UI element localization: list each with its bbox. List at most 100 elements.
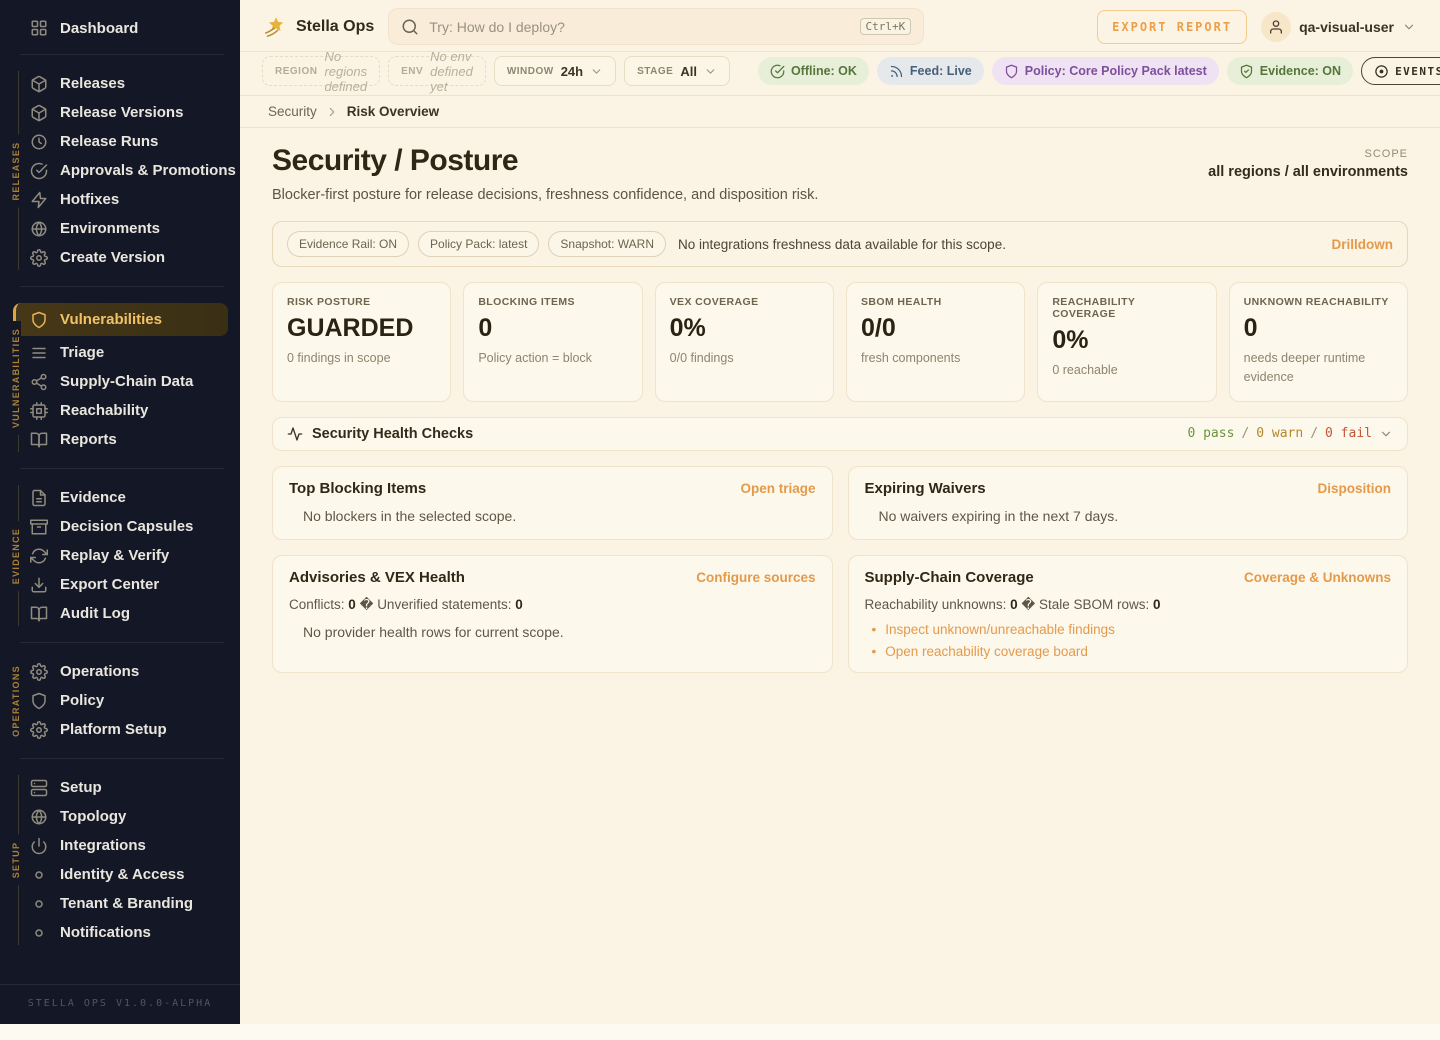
stage-value: All [680, 63, 697, 79]
group-label: SETUP [11, 834, 21, 886]
dot-icon [30, 924, 48, 942]
status-chip-label: Evidence: ON [1259, 64, 1342, 78]
sidebar-item-releases[interactable]: Releases [0, 69, 240, 98]
sidebar-item-label: Integrations [60, 837, 146, 854]
sidebar-item-replay-verify[interactable]: Replay & Verify [0, 541, 240, 570]
sidebar-item-create-version[interactable]: Create Version [0, 243, 240, 272]
sidebar-item-release-versions[interactable]: Release Versions [0, 98, 240, 127]
status-chip-label: Policy: Core Policy Pack latest [1024, 64, 1207, 78]
stat-label: Stale SBOM rows: [1039, 596, 1150, 612]
sidebar-item-supply-chain-data[interactable]: Supply-Chain Data [0, 367, 240, 396]
sidebar-group-operations: OPERATIONS Operations Policy Platform Setup [0, 649, 240, 752]
health-title: Security Health Checks [312, 425, 474, 442]
sidebar-item-environments[interactable]: Environments [0, 214, 240, 243]
sidebar-item-export-center[interactable]: Export Center [0, 570, 240, 599]
metric-label: BLOCKING ITEMS [478, 296, 575, 308]
sidebar-item-integrations[interactable]: Integrations [0, 831, 240, 860]
panel-empty-message: No waivers expiring in the next 7 days. [878, 507, 1119, 524]
scope-label: SCOPE [1364, 148, 1408, 160]
sidebar-item-evidence[interactable]: Evidence [0, 483, 240, 512]
stat-value: 0 [348, 596, 356, 612]
sidebar-item-dashboard[interactable]: Dashboard [0, 8, 240, 48]
status-chip-feed[interactable]: Feed: Live [876, 57, 984, 85]
sidebar-item-topology[interactable]: Topology [0, 802, 240, 831]
window-label: WINDOW [506, 65, 554, 77]
sidebar-item-vulnerabilities[interactable]: Vulnerabilities [13, 303, 228, 336]
status-chip-evidence[interactable]: Evidence: ON [1226, 57, 1354, 85]
sidebar-item-notifications[interactable]: Notifications [0, 918, 240, 947]
clock-icon [30, 133, 48, 151]
security-health-checks-bar[interactable]: Security Health Checks 0 pass / 0 warn /… [272, 416, 1408, 451]
search-box[interactable]: Ctrl+K [388, 8, 925, 45]
page-title: Security / Posture [272, 144, 519, 177]
env-filter[interactable]: ENV No env defined yet [388, 49, 486, 94]
chevron-down-icon[interactable] [1379, 427, 1393, 441]
status-chip-offline[interactable]: Offline: OK [757, 57, 869, 85]
sidebar-item-audit-log[interactable]: Audit Log [0, 599, 240, 628]
reachability-board-link[interactable]: Open reachability coverage board [872, 644, 1392, 659]
sidebar-item-hotfixes[interactable]: Hotfixes [0, 185, 240, 214]
metric-sub: 0/0 findings [669, 351, 734, 365]
health-separator: / [1310, 426, 1319, 442]
group-label: RELEASES [11, 134, 21, 207]
sidebar-group-vulnerabilities: VULNERABILITIES Vulnerabilities Triage Supp… [0, 293, 240, 462]
coverage-unknowns-link[interactable]: Coverage & Unknowns [1243, 569, 1391, 585]
sidebar-item-setup[interactable]: Setup [0, 773, 240, 802]
window-filter-dropdown[interactable]: WINDOW 24h [493, 56, 617, 86]
refresh-icon [30, 547, 48, 565]
status-chip-policy[interactable]: Policy: Core Policy Pack latest [991, 57, 1219, 85]
chevron-down-icon [1402, 20, 1416, 34]
metric-cards: RISK POSTURE GUARDED 0 findings in scope BL… [272, 282, 1408, 402]
app-version: STELLA OPS V1.0.0-ALPHA [27, 998, 213, 1009]
expiring-waivers-panel: Expiring Waivers Disposition No waivers … [847, 465, 1408, 540]
sidebar-item-label: Identity & Access [60, 866, 185, 883]
sidebar-divider [20, 468, 224, 469]
inspect-findings-link[interactable]: Inspect unknown/unreachable findings [872, 622, 1392, 637]
sidebar-item-approvals-promotions[interactable]: Approvals & Promotions [0, 156, 240, 185]
stage-filter-dropdown[interactable]: STAGE All [624, 56, 730, 86]
check-circle-icon [30, 162, 48, 180]
drilldown-link[interactable]: Drilldown [1331, 236, 1394, 252]
health-counts: 0 pass / 0 warn / 0 fail [1187, 426, 1393, 441]
sidebar-item-label: Notifications [60, 924, 151, 941]
sidebar-item-reachability[interactable]: Reachability [0, 396, 240, 425]
sidebar-nav: Dashboard RELEASES Releases Release Version… [0, 0, 240, 955]
stat-value: 0 [1010, 596, 1018, 612]
sidebar-item-label: Topology [60, 808, 127, 825]
chevron-down-icon [590, 65, 603, 78]
sidebar-item-release-runs[interactable]: Release Runs [0, 127, 240, 156]
banner-chip-evidence-rail: Evidence Rail: ON [287, 231, 410, 257]
sidebar-item-label: Decision Capsules [60, 518, 194, 535]
sidebar-item-label: Triage [60, 344, 105, 361]
stage-label: STAGE [637, 65, 674, 77]
sidebar-item-operations[interactable]: Operations [0, 657, 240, 686]
sidebar-item-policy[interactable]: Policy [0, 686, 240, 715]
stat-label: Unverified statements: [377, 596, 512, 612]
sidebar-item-triage[interactable]: Triage [0, 338, 240, 367]
stat-separator: � [359, 596, 374, 612]
metric-sub: needs deeper runtime evidence [1243, 351, 1366, 385]
configure-sources-link[interactable]: Configure sources [696, 569, 816, 585]
sidebar-item-decision-capsules[interactable]: Decision Capsules [0, 512, 240, 541]
breadcrumb-parent[interactable]: Security [268, 104, 317, 119]
shield-icon [1004, 64, 1019, 79]
search-input[interactable] [429, 18, 850, 35]
panel-title: Advisories & VEX Health [289, 568, 465, 586]
region-filter[interactable]: REGION No regions defined [262, 49, 381, 94]
sidebar-item-platform-setup[interactable]: Platform Setup [0, 715, 240, 744]
sidebar-item-reports[interactable]: Reports [0, 425, 240, 454]
export-report-button[interactable]: EXPORT REPORT [1097, 9, 1248, 44]
banner-message: No integrations freshness data available… [678, 236, 1006, 252]
globe-icon [30, 808, 48, 826]
sidebar-divider [20, 286, 224, 287]
sidebar-item-identity-access[interactable]: Identity & Access [0, 860, 240, 889]
disposition-link[interactable]: Disposition [1317, 480, 1392, 496]
window-value: 24h [560, 63, 584, 79]
user-menu[interactable]: qa-visual-user [1261, 11, 1416, 42]
freshness-banner: Evidence Rail: ON Policy Pack: latest Sn… [272, 221, 1408, 267]
sidebar-item-tenant-branding[interactable]: Tenant & Branding [0, 889, 240, 918]
gear-icon [30, 720, 48, 739]
chevron-right-icon [325, 105, 339, 119]
open-triage-link[interactable]: Open triage [740, 480, 816, 496]
